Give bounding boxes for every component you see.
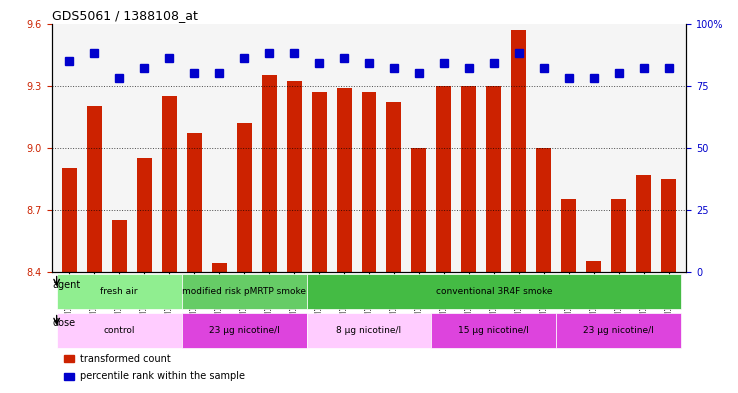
Text: dose: dose (52, 318, 75, 329)
Text: 23 μg nicotine/l: 23 μg nicotine/l (209, 326, 280, 335)
Bar (111, 220, 127, 272)
Text: percentile rank within the sample: percentile rank within the sample (80, 371, 245, 381)
Bar (187, 133, 201, 272)
Bar (387, 102, 401, 272)
FancyBboxPatch shape (57, 313, 182, 348)
Text: transformed count: transformed count (80, 354, 171, 364)
Bar (162, 96, 176, 272)
FancyBboxPatch shape (306, 313, 432, 348)
Bar (562, 199, 576, 272)
Text: GDS5061 / 1388108_at: GDS5061 / 1388108_at (52, 9, 198, 22)
Bar (64, 373, 74, 380)
FancyBboxPatch shape (556, 313, 681, 348)
Bar (587, 261, 601, 272)
Bar (537, 148, 551, 272)
Bar (137, 158, 151, 272)
FancyBboxPatch shape (57, 274, 182, 309)
FancyBboxPatch shape (432, 313, 556, 348)
Bar (511, 30, 526, 272)
Text: modified risk pMRTP smoke: modified risk pMRTP smoke (182, 287, 306, 296)
Bar (64, 355, 74, 362)
Bar (286, 81, 302, 272)
FancyBboxPatch shape (306, 274, 681, 309)
Text: agent: agent (52, 279, 80, 290)
Bar (461, 86, 477, 272)
Bar (362, 92, 376, 272)
FancyBboxPatch shape (182, 274, 306, 309)
Bar (337, 88, 351, 272)
Bar (661, 179, 676, 272)
Text: fresh air: fresh air (100, 287, 138, 296)
Bar (486, 86, 501, 272)
Bar (611, 199, 627, 272)
Text: 15 μg nicotine/l: 15 μg nicotine/l (458, 326, 529, 335)
Bar (436, 86, 452, 272)
FancyBboxPatch shape (182, 313, 306, 348)
Bar (237, 123, 252, 272)
Bar (86, 106, 102, 272)
Bar (412, 148, 427, 272)
Text: conventional 3R4F smoke: conventional 3R4F smoke (435, 287, 552, 296)
Text: 23 μg nicotine/l: 23 μg nicotine/l (584, 326, 655, 335)
Bar (62, 168, 77, 272)
Text: control: control (103, 326, 135, 335)
Text: 8 μg nicotine/l: 8 μg nicotine/l (337, 326, 401, 335)
Bar (212, 263, 227, 272)
Bar (636, 174, 652, 272)
Bar (311, 92, 326, 272)
Bar (261, 75, 277, 272)
